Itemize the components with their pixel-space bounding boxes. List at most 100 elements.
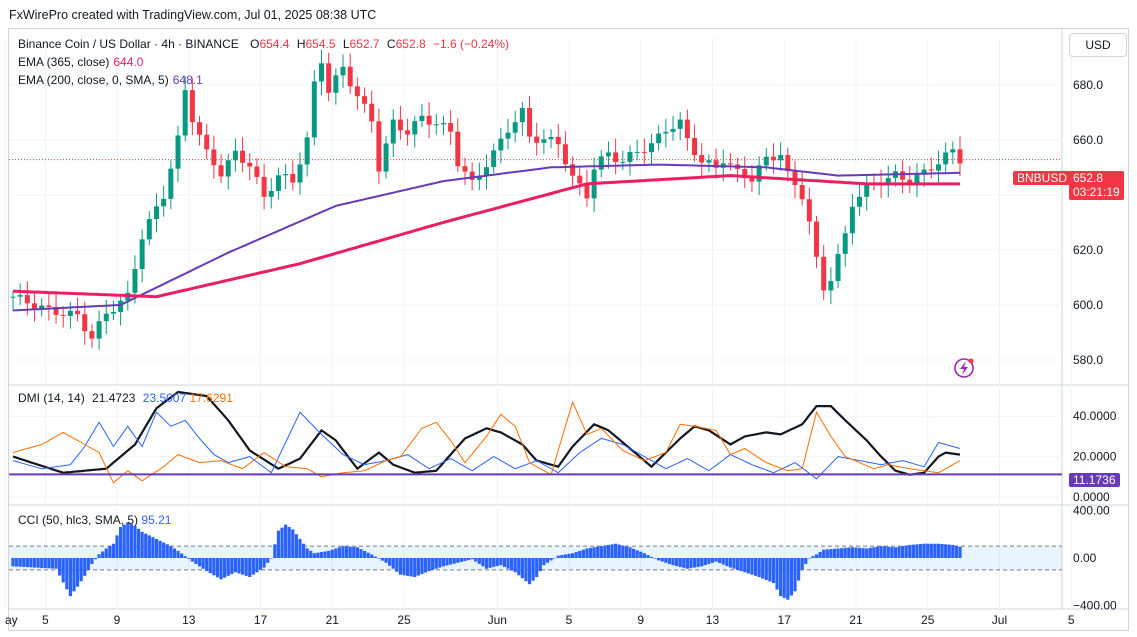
currency-button[interactable]: USD (1069, 33, 1127, 57)
cci-bar (750, 558, 754, 575)
cci-bar (502, 558, 507, 567)
candle-body (684, 119, 690, 139)
dmi-level-badge: 11.1736 (1069, 473, 1120, 487)
candle-body (584, 183, 590, 199)
cci-bar (535, 558, 539, 578)
candle-body (921, 169, 927, 175)
cci-bar (93, 558, 98, 560)
cci-bar (366, 552, 370, 558)
cci-bar (901, 546, 905, 558)
candle-body (727, 163, 733, 165)
cci-bar (922, 543, 926, 558)
cci-bar (897, 546, 901, 558)
cci-bar (355, 547, 359, 558)
cci-bar (549, 558, 553, 561)
candle-body (304, 137, 310, 165)
ema200-line (12, 163, 961, 312)
cci-bar (345, 546, 349, 558)
cci-bar (316, 552, 320, 558)
cci-bar (585, 548, 589, 558)
cci-bar (269, 558, 273, 559)
candle-body (103, 313, 109, 322)
credit-text: FxWirePro created with TradingView.com, … (9, 8, 377, 22)
cci-label[interactable]: CCI (50, hlc3, SMA, 5) (18, 513, 139, 527)
cci-bar (456, 558, 460, 563)
cci-bar (176, 550, 180, 558)
cci-bar (757, 558, 761, 578)
cci-bar (617, 544, 621, 558)
candle-body (914, 174, 920, 186)
cci-bar (510, 558, 514, 571)
cci-bar (875, 546, 880, 558)
candle-body (577, 175, 583, 184)
cci-bar (388, 558, 392, 566)
candle-body (60, 314, 66, 316)
cci-bar (843, 547, 847, 558)
dmi-label[interactable]: DMI (14, 14) (18, 391, 85, 405)
cci-bar (413, 558, 417, 578)
candle-body (182, 90, 188, 136)
candle-body (907, 179, 913, 186)
cci-bar (915, 544, 919, 558)
cci-bar (517, 558, 521, 576)
price-tick-label: 660.0 (1073, 133, 1103, 147)
cci-bar (926, 543, 930, 558)
cci-bar (337, 547, 342, 558)
candle-body (132, 268, 138, 293)
cci-bar (79, 558, 83, 582)
ema200-value: 648.1 (172, 73, 203, 87)
cci-bar (36, 558, 40, 568)
cci-bar (807, 558, 811, 559)
cci-bar (804, 558, 808, 564)
cci-bar (391, 558, 395, 569)
time-tick-label: 25 (397, 613, 411, 627)
ema200-label[interactable]: EMA (200, close, 0, SMA, 5) (18, 73, 169, 87)
cci-bar (373, 556, 377, 558)
cci-tick-label: 0.00 (1073, 551, 1097, 565)
cci-bar (126, 522, 130, 558)
cci-bar (291, 529, 295, 558)
candle-body (706, 160, 712, 163)
cci-bar (879, 546, 883, 558)
cci-bar (904, 545, 908, 558)
candle-body (641, 151, 647, 153)
cci-bar (653, 558, 657, 559)
open-value: 654.4 (259, 37, 290, 51)
candle-body (347, 66, 353, 87)
cci-bar (836, 548, 840, 558)
candle-body (778, 154, 784, 161)
candle-body (254, 166, 260, 177)
cci-bar (667, 558, 672, 564)
candle-body (362, 96, 368, 104)
candle-body (225, 160, 231, 177)
cci-bar (169, 546, 173, 558)
cci-bar (635, 550, 639, 558)
cci-bar (136, 528, 141, 558)
symbol-title[interactable]: Binance Coin / US Dollar · 4h · BINANCE (18, 37, 239, 51)
candle-body (828, 281, 834, 291)
candle-body (75, 310, 81, 315)
candle-body (53, 306, 59, 315)
dmi-tick-label: 20.0000 (1073, 450, 1117, 464)
cci-bar (527, 558, 532, 585)
ema365-label[interactable]: EMA (365, close) (18, 55, 110, 69)
candle-body (383, 143, 389, 172)
cci-bar (811, 556, 815, 558)
candles-group (10, 49, 963, 350)
cci-bar (542, 558, 546, 566)
cci-bar (40, 558, 44, 568)
change-value: −1.6 (−0.24%) (432, 37, 510, 51)
lightning-icon (954, 358, 974, 378)
cci-bar (470, 558, 474, 560)
cci-bar (739, 558, 743, 572)
cci-bar (154, 538, 159, 558)
cci-bar (377, 558, 381, 559)
candle-body (756, 165, 762, 182)
main-legend: Binance Coin / US Dollar · 4h · BINANCE … (18, 35, 509, 89)
cci-bar (284, 524, 288, 558)
cci-bar (223, 558, 227, 578)
candle-body (491, 150, 497, 168)
cci-bar (588, 547, 593, 558)
cci-bar (657, 558, 661, 561)
